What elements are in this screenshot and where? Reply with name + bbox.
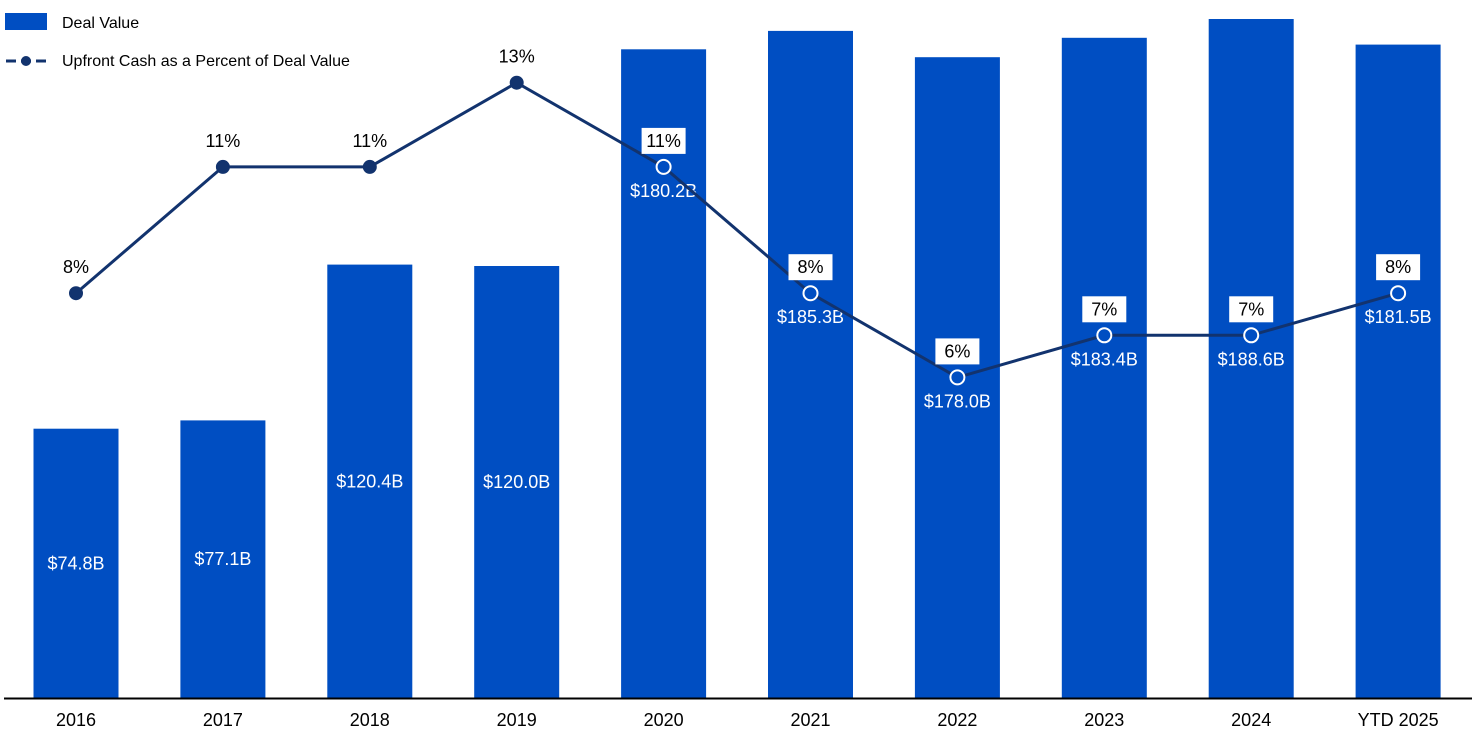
bar-value-label: $77.1B [194, 549, 251, 569]
x-tick-label: 2022 [937, 710, 977, 730]
line-point-marker [509, 75, 524, 90]
pct-label-box [788, 254, 833, 281]
pct-value-label: 6% [944, 341, 970, 361]
line-data-labels: 8% 11% 11% 13% 11% 8% 6% 7% 7% 8% [63, 47, 1421, 365]
x-tick-label: 2016 [56, 710, 96, 730]
pct-label-box [935, 338, 980, 365]
line-point-marker [215, 159, 230, 174]
line-point-marker [362, 159, 377, 174]
bar-data-labels: $74.8B $77.1B $120.4B $120.0B $180.2B $185.3B… [47, 181, 1431, 574]
bar-value-label: $120.0B [483, 472, 550, 492]
line-point-marker [1096, 327, 1113, 344]
line-point-marker [69, 286, 83, 301]
bar-ytd-2025 [1355, 44, 1441, 699]
x-tick-label: 2021 [790, 710, 830, 730]
bar-2020 [621, 49, 707, 699]
pct-value-label: 11% [352, 131, 387, 151]
x-tick-label: YTD 2025 [1358, 710, 1439, 730]
line-point-marker [949, 369, 966, 386]
x-tick-label: 2023 [1084, 710, 1124, 730]
bar-value-label: $120.4B [336, 471, 403, 491]
legend-label-deal-value: Deal Value [62, 15, 139, 32]
pct-label-box [641, 127, 686, 154]
bar-value-label: $178.0B [924, 391, 991, 411]
bar-2021 [768, 30, 853, 698]
line-point-marker [1243, 327, 1260, 344]
x-tick-label: 2020 [644, 710, 684, 730]
pct-value-label: 8% [797, 257, 823, 277]
bar-value-label: $180.2B [630, 181, 697, 201]
legend: Deal Value Upfront Cash as a Percent of … [5, 13, 350, 70]
x-tick-label: 2017 [203, 710, 243, 730]
x-tick-label: 2019 [497, 710, 537, 730]
legend-swatch-deal-value [5, 13, 47, 30]
bar-2019 [474, 266, 560, 698]
line-point-marker [655, 158, 672, 175]
bar-2023 [1061, 37, 1147, 699]
bar-value-label: $74.8B [47, 553, 104, 573]
line-series-upfront-cash [69, 75, 1407, 386]
pct-label-box [1376, 254, 1421, 281]
line-point-marker [1390, 285, 1407, 302]
pct-value-label: 13% [499, 47, 535, 67]
x-axis-tick-labels: 2016 2017 2018 2019 2020 2021 2022 2023 2024 YTD … [56, 710, 1439, 730]
pct-value-label: 7% [1091, 299, 1117, 319]
legend-label-upfront-cash: Upfront Cash as a Percent of Deal Value [62, 53, 350, 70]
pct-label-box [1229, 296, 1274, 323]
bar-value-label: $181.5B [1365, 307, 1432, 327]
bar-value-label: $185.3B [777, 307, 844, 327]
bar-2024 [1208, 19, 1294, 698]
legend-swatch-marker [21, 56, 31, 66]
bar-value-label: $183.4B [1071, 349, 1138, 369]
pct-label-box [1082, 296, 1127, 323]
pct-value-label: 8% [1385, 257, 1411, 277]
x-tick-label: 2018 [350, 710, 390, 730]
upfront-cash-line [75, 80, 1399, 380]
bar-series-deal-value [33, 19, 1441, 699]
x-tick-label: 2024 [1231, 710, 1271, 730]
pct-value-label: 8% [63, 257, 89, 277]
bar-2017 [180, 420, 266, 698]
pct-value-label: 11% [646, 131, 681, 151]
pct-value-label: 11% [206, 131, 241, 151]
line-point-marker [802, 285, 819, 302]
pct-value-label: 7% [1238, 299, 1264, 319]
bar-value-label: $188.6B [1218, 349, 1285, 369]
bar-2016 [33, 428, 119, 698]
bar-2018 [327, 264, 413, 698]
